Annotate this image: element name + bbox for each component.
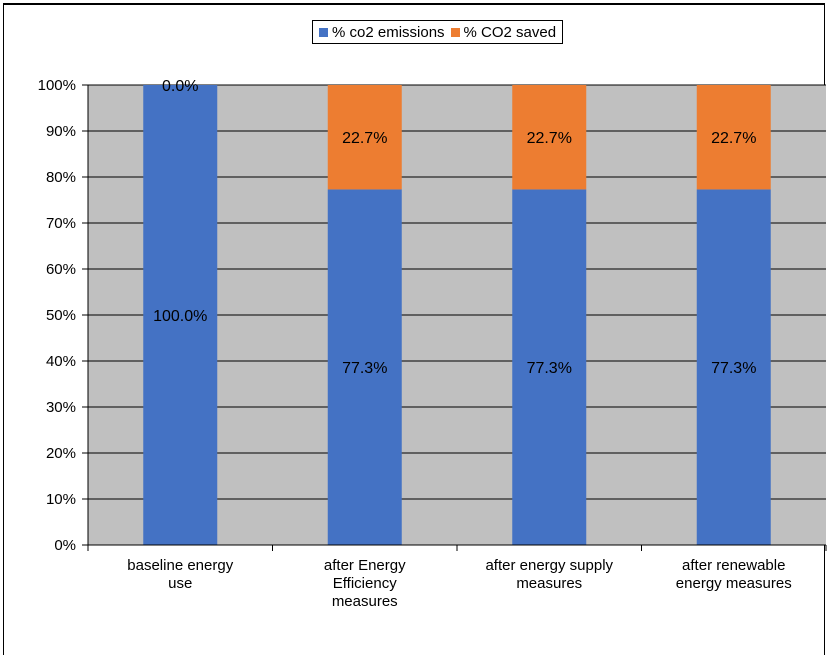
chart-frame: [3, 3, 825, 655]
legend-entry-saved: % CO2 saved: [450, 23, 557, 41]
legend: % co2 emissions % CO2 saved: [312, 20, 564, 44]
legend-swatch-emissions: [319, 27, 328, 37]
legend-entry-emissions: % co2 emissions: [319, 24, 445, 41]
legend-label-emissions: % co2 emissions: [332, 23, 445, 41]
legend-label-saved: % CO2 saved: [463, 23, 557, 41]
legend-swatch-saved: [450, 27, 460, 37]
